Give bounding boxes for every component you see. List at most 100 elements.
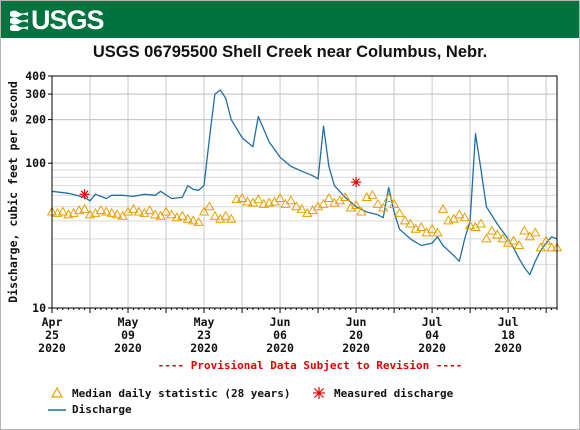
median-point bbox=[160, 206, 172, 216]
median-point bbox=[497, 233, 508, 243]
plot-area bbox=[52, 76, 557, 308]
measured-point bbox=[79, 189, 90, 200]
median-point bbox=[475, 218, 487, 228]
median-point bbox=[540, 235, 552, 245]
median-point bbox=[492, 229, 503, 239]
x-tick-label: Jul bbox=[422, 315, 443, 329]
median-point bbox=[383, 193, 394, 203]
median-point bbox=[318, 198, 329, 208]
median-point bbox=[209, 210, 221, 220]
x-tick-label: 23 bbox=[197, 328, 211, 342]
median-point bbox=[535, 242, 546, 252]
legend-discharge-marker bbox=[48, 409, 66, 411]
median-point bbox=[481, 233, 492, 243]
x-tick-label: 18 bbox=[501, 328, 515, 342]
x-tick-label: 2020 bbox=[114, 341, 142, 355]
legend-median-label: Median daily statistic (28 years) bbox=[72, 387, 291, 400]
x-tick-label: May bbox=[194, 315, 215, 329]
median-point bbox=[519, 225, 530, 235]
median-point bbox=[323, 193, 335, 203]
median-point bbox=[204, 201, 215, 211]
x-tick-label: 20 bbox=[349, 328, 363, 342]
x-tick-label: 2020 bbox=[38, 341, 66, 355]
median-point bbox=[388, 198, 400, 208]
median-point bbox=[340, 191, 351, 201]
median-point bbox=[226, 213, 237, 223]
median-point bbox=[416, 221, 427, 231]
median-point bbox=[486, 225, 498, 235]
median-point bbox=[546, 242, 557, 252]
y-axis-label: Discharge, cubic feet per second bbox=[6, 81, 20, 303]
median-point bbox=[215, 213, 226, 223]
median-point bbox=[464, 220, 476, 230]
x-tick-label: 2020 bbox=[494, 341, 522, 355]
median-point bbox=[95, 205, 107, 215]
median-point bbox=[296, 203, 307, 213]
x-tick-label: Jun bbox=[270, 315, 291, 329]
median-point bbox=[79, 203, 90, 213]
x-tick-label: 04 bbox=[425, 328, 439, 342]
measured-point bbox=[351, 177, 362, 188]
legend-measured-label: Measured discharge bbox=[334, 387, 454, 400]
median-point bbox=[454, 209, 465, 219]
x-tick-label: 25 bbox=[45, 328, 59, 342]
measured-point-stroke bbox=[352, 178, 361, 187]
median-point bbox=[274, 193, 286, 203]
x-tick-label: 2020 bbox=[342, 341, 370, 355]
plot-border bbox=[51, 75, 558, 309]
median-point bbox=[530, 227, 541, 237]
y-tick-label: 300 bbox=[25, 87, 46, 101]
x-tick-label: Jun bbox=[346, 315, 367, 329]
median-point bbox=[513, 240, 525, 250]
median-point bbox=[133, 206, 145, 216]
y-tick-label: 200 bbox=[25, 113, 46, 127]
median-point bbox=[144, 205, 155, 215]
legend-discharge-label: Discharge bbox=[72, 403, 132, 416]
median-point bbox=[378, 202, 389, 212]
median-point bbox=[188, 215, 199, 225]
median-point bbox=[57, 206, 69, 216]
median-point bbox=[399, 215, 411, 225]
median-point bbox=[432, 227, 443, 237]
median-point bbox=[128, 203, 139, 213]
x-tick-label: 09 bbox=[121, 328, 135, 342]
discharge-line bbox=[51, 89, 558, 276]
y-tick-label: 400 bbox=[25, 69, 46, 83]
median-point bbox=[220, 210, 231, 220]
usgs-wave-logo-icon bbox=[10, 10, 28, 31]
usgs-logo[interactable]: USGS bbox=[9, 4, 105, 36]
y-tick-label: 100 bbox=[25, 156, 46, 170]
median-point bbox=[394, 207, 405, 217]
median-point bbox=[372, 198, 383, 208]
median-point bbox=[182, 213, 193, 223]
legend-measured-marker bbox=[313, 387, 325, 399]
median-point bbox=[405, 218, 416, 228]
median-point bbox=[106, 207, 117, 217]
median-point bbox=[177, 210, 188, 220]
median-point bbox=[236, 193, 248, 203]
median-point bbox=[426, 223, 438, 233]
provisional-note: ---- Provisional Data Subject to Revisio… bbox=[157, 359, 463, 372]
x-tick-label: May bbox=[118, 315, 139, 329]
x-tick-label: 2020 bbox=[418, 341, 446, 355]
median-point bbox=[291, 201, 302, 211]
median-point bbox=[242, 196, 253, 206]
measured-point-stroke bbox=[80, 190, 89, 199]
median-point bbox=[459, 212, 470, 222]
median-point bbox=[448, 213, 459, 223]
median-point bbox=[101, 206, 112, 216]
x-tick-label: 2020 bbox=[266, 341, 294, 355]
usgs-logo-text: USGS bbox=[31, 4, 105, 35]
median-point bbox=[285, 195, 297, 205]
median-point bbox=[150, 209, 161, 219]
median-point bbox=[437, 203, 449, 213]
median-point bbox=[193, 216, 204, 226]
x-tick-label: Apr bbox=[42, 315, 63, 329]
x-tick-label: Jul bbox=[498, 315, 519, 329]
y-tick-label: 10 bbox=[32, 301, 46, 315]
median-point bbox=[111, 209, 123, 219]
legend-median-marker bbox=[50, 387, 64, 398]
usgs-banner: USGS bbox=[1, 1, 579, 38]
x-tick-label: 2020 bbox=[190, 341, 218, 355]
